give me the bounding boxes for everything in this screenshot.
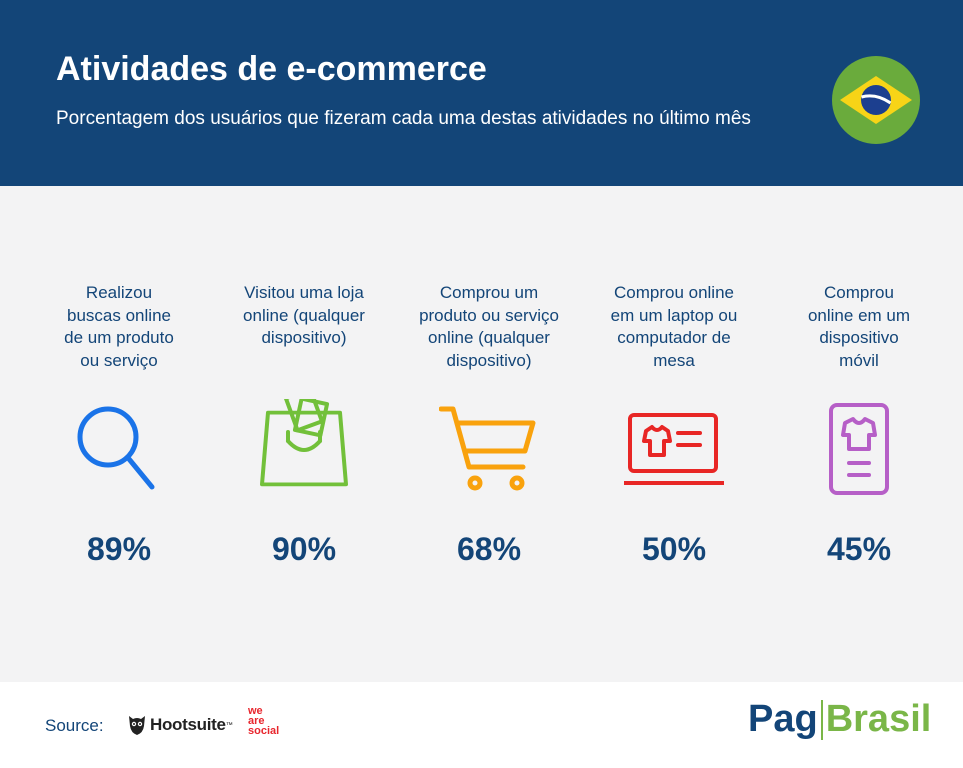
hootsuite-text: Hootsuite — [150, 715, 226, 734]
value-label: 45% — [826, 531, 892, 567]
footer: Source: Hootsuite ™ we are social Pag Br… — [0, 682, 963, 768]
item-store-visit: Visitou uma loja online (qualquer dispos… — [211, 186, 397, 682]
laptop-shirt-icon — [624, 413, 724, 485]
item-label: Comprou online em um dispositivo móvil — [807, 283, 911, 370]
item-purchase-any: Comprou um produto ou serviço online (qu… — [396, 186, 582, 682]
shopping-cart-icon — [439, 406, 536, 491]
item-purchase-laptop: Comprou online em um laptop ou computado… — [581, 186, 767, 682]
pagbrasil-logo: Pag Brasil — [748, 698, 931, 741]
owl-icon — [129, 716, 145, 735]
item-label: Realizou buscas online de um produto ou … — [64, 283, 174, 370]
hootsuite-logo: Hootsuite ™ — [128, 712, 233, 738]
brand-pag: Pag — [748, 698, 818, 740]
chart-panel: Realizou buscas online de um produto ou … — [0, 186, 963, 682]
item-label: Comprou online em um laptop ou computado… — [610, 283, 738, 370]
value-label: 50% — [641, 531, 707, 567]
page-subtitle: Porcentagem dos usuários que fizeram cad… — [56, 108, 751, 129]
brand-divider — [820, 699, 823, 740]
search-icon — [77, 406, 155, 490]
item-purchase-mobile: Comprou online em um dispositivo móvil 4… — [766, 186, 952, 682]
item-label: Visitou uma loja online (qualquer dispos… — [243, 283, 365, 347]
brazil-flag-icon — [832, 56, 920, 144]
wearesocial-logo: we are social — [248, 705, 280, 737]
value-label: 90% — [271, 531, 337, 567]
trademark-mark: ™ — [225, 721, 233, 729]
source-label: Source: — [45, 716, 104, 735]
mobile-shirt-icon — [829, 403, 889, 495]
shopping-bag-icon — [260, 399, 348, 487]
item-search: Realizou buscas online de um produto ou … — [26, 186, 212, 682]
item-label: Comprou um produto ou serviço online (qu… — [419, 283, 559, 370]
value-label: 68% — [456, 531, 522, 567]
header-banner: Atividades de e-commerce Porcentagem dos… — [0, 0, 963, 186]
value-label: 89% — [86, 531, 152, 567]
page-title: Atividades de e-commerce — [56, 50, 487, 88]
brand-brasil: Brasil — [825, 698, 932, 740]
